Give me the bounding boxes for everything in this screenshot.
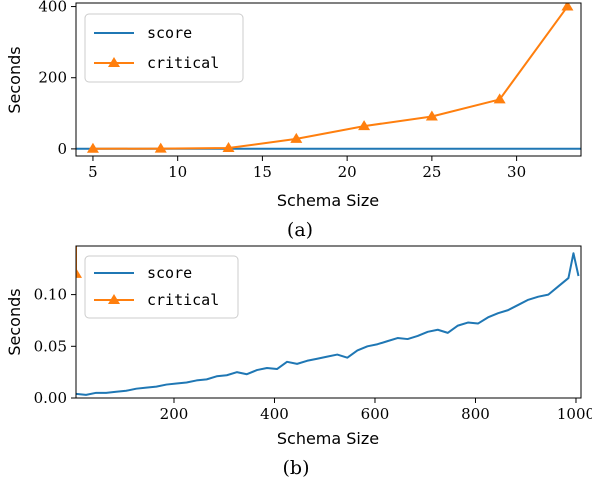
chart-a: 5 10 15 20 25 30 0 200 400 Seconds Schema Size (…: [5, 0, 582, 241]
legend-score-label-b: score: [147, 264, 192, 282]
series-critical-point-a: [493, 93, 506, 104]
y-tick-label-a: 0: [57, 140, 67, 158]
x-tick-label-b: 600: [361, 405, 390, 423]
x-tick-label-b: 1000: [557, 405, 592, 423]
series-score-line-b: [76, 252, 580, 396]
series-critical-point-b: [76, 267, 82, 278]
y-tick-label-a: 200: [38, 69, 67, 87]
x-tick-label-b: 200: [160, 405, 189, 423]
legend-a: score critical: [84, 13, 244, 83]
legend-score-label-a: score: [147, 24, 192, 42]
chart-b: 200 400 600 800 1000 0.00 0.05 0.10 Seconds Sch…: [5, 245, 592, 479]
legend-box-a: [84, 13, 244, 83]
x-tick-label-a: 10: [168, 163, 187, 181]
plot-area-b: [76, 246, 580, 396]
x-tick-label-a: 15: [253, 163, 272, 181]
legend-critical-label-a: critical: [147, 54, 219, 72]
ticks-b: 200 400 600 800 1000 0.00 0.05 0.10: [34, 286, 592, 423]
x-axis-label-b: Schema Size: [277, 429, 379, 448]
y-tick-label-b: 0.05: [34, 337, 67, 355]
legend-critical-marker-a: [108, 57, 120, 67]
x-tick-label-a: 25: [422, 163, 441, 181]
legend-critical-marker-b: [108, 294, 120, 304]
series-critical-point-a: [222, 141, 235, 152]
axes-frame-b: [75, 245, 582, 399]
legend-critical-label-b: critical: [147, 291, 219, 309]
caption-a: (a): [287, 219, 313, 241]
series-critical-point-a: [86, 142, 99, 153]
axes-frame-a: [75, 2, 582, 157]
y-tick-label-b: 0.10: [34, 286, 67, 304]
x-tick-label-a: 5: [88, 163, 98, 181]
series-critical-point-a: [290, 132, 303, 143]
series-critical-point-a: [154, 142, 167, 153]
x-axis-label-a: Schema Size: [277, 191, 379, 210]
legend-box-b: [84, 255, 239, 319]
caption-b: (b): [283, 457, 310, 479]
ticks-a: 5 10 15 20 25 30 0 200 400: [38, 0, 526, 181]
series-critical-point-a: [425, 110, 438, 121]
legend-b: score critical: [84, 255, 239, 319]
y-axis-label-a: Seconds: [5, 46, 24, 113]
y-axis-label-b: Seconds: [5, 288, 24, 355]
series-critical-point-a: [358, 120, 371, 131]
y-tick-label-a: 400: [38, 0, 67, 16]
x-tick-label-a: 20: [338, 163, 357, 181]
plot-area-a: [76, 3, 581, 153]
x-tick-label-b: 800: [461, 405, 490, 423]
x-tick-label-a: 30: [507, 163, 526, 181]
y-tick-label-b: 0.00: [34, 389, 67, 407]
series-critical-point-a: [561, 3, 574, 11]
x-tick-label-b: 400: [260, 405, 289, 423]
series-critical-line-a: [92, 5, 569, 150]
